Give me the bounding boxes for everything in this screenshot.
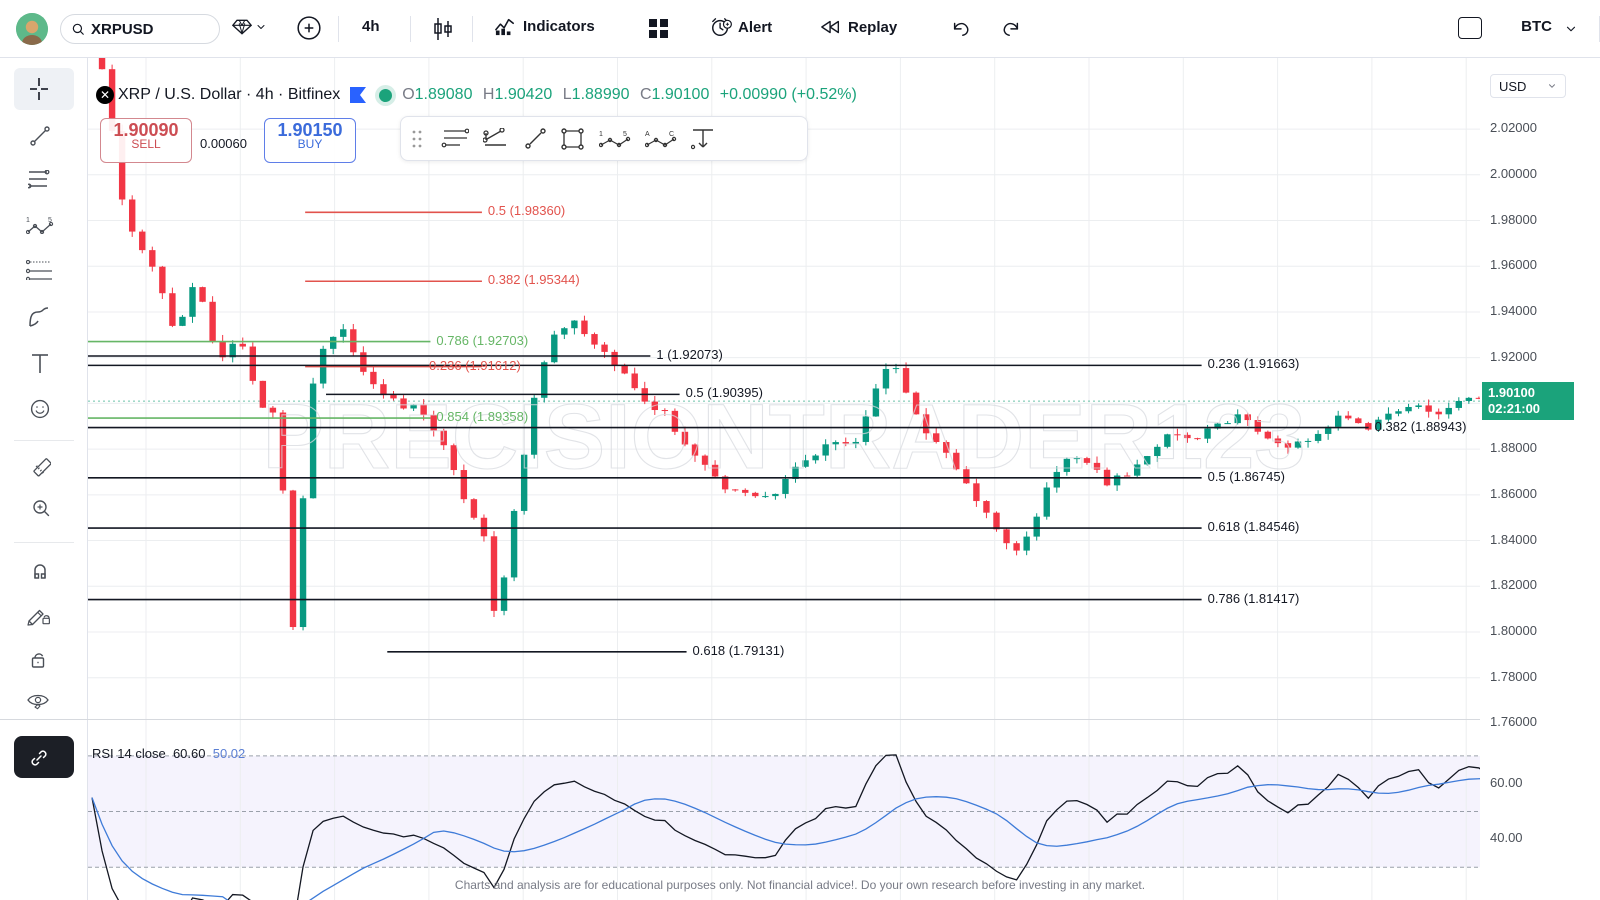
svg-text:1: 1: [26, 217, 30, 224]
svg-text:A: A: [645, 131, 650, 138]
svg-text:5: 5: [623, 131, 627, 138]
svg-text:1: 1: [599, 131, 603, 138]
svg-text:PRECISIONTRADER123: PRECISIONTRADER123: [263, 386, 1306, 488]
